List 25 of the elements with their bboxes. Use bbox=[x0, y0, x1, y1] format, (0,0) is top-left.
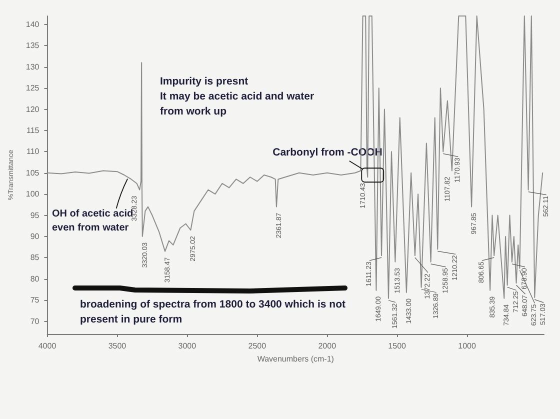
y-tick-label: 80 bbox=[30, 274, 40, 284]
y-tick-label: 115 bbox=[26, 126, 40, 135]
y-tick-label: 85 bbox=[30, 253, 40, 262]
x-tick-label: 2500 bbox=[248, 342, 267, 350]
x-tick-label: 4000 bbox=[38, 342, 57, 350]
y-tick-label: 70 bbox=[30, 316, 40, 326]
y-tick-label: 140 bbox=[26, 20, 40, 29]
y-tick-label: 75 bbox=[30, 296, 40, 305]
x-tick-label: 2000 bbox=[318, 342, 337, 350]
y-tick-label: 90 bbox=[30, 232, 40, 241]
y-tick-label: 105 bbox=[26, 168, 40, 178]
annotation: broadening of spectra from 1800 to 3400 which is not present in pure form bbox=[80, 298, 346, 326]
x-tick-label: 3500 bbox=[108, 342, 127, 350]
y-tick-label: 130 bbox=[26, 62, 40, 72]
x-axis-title: Wavenumbers (cm-1) bbox=[257, 354, 334, 364]
x-tick-label: 1500 bbox=[388, 342, 407, 350]
x-tick-label: 3000 bbox=[178, 342, 197, 350]
y-tick-label: 125 bbox=[26, 84, 40, 93]
y-tick-label: 120 bbox=[26, 104, 40, 114]
x-tick-label: 1000 bbox=[458, 342, 476, 350]
y-tick-label: 95 bbox=[30, 210, 40, 220]
y-tick-label: 135 bbox=[26, 41, 40, 50]
annotation: Impurity is presnt It may be acetic acid and water from work up bbox=[160, 76, 314, 118]
y-tick-label: 100 bbox=[26, 190, 40, 199]
y-tick-label: 110 bbox=[26, 147, 40, 156]
